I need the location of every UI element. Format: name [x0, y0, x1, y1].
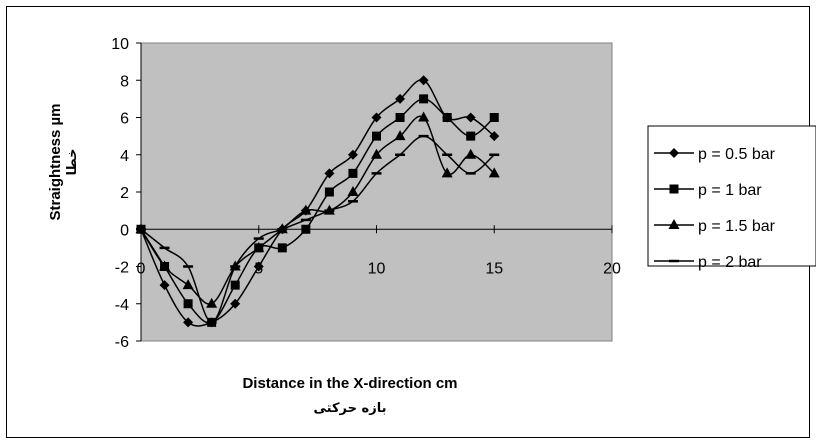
y-tick-label: -4 [115, 297, 129, 314]
data-point [347, 186, 359, 196]
y-tick-label: 6 [120, 111, 129, 128]
data-point [488, 167, 500, 178]
series-line [140, 79, 495, 327]
y-tick-label: -2 [115, 260, 129, 277]
y-axis-ticks: -6 -4 -2 0 2 4 6 8 10 [111, 36, 141, 351]
data-point [183, 317, 194, 328]
series-layer [135, 75, 500, 328]
data-point [300, 204, 312, 215]
x-axis-subtitle: بازه حرکتی [314, 401, 387, 416]
data-point [230, 265, 241, 268]
data-point [442, 113, 452, 122]
data-point [206, 297, 218, 308]
legend-label: p = 1.5 bar [698, 218, 776, 235]
legend-label: p = 1 bar [698, 182, 762, 199]
data-point [253, 261, 264, 272]
data-point [465, 148, 477, 159]
series-line [140, 135, 495, 324]
data-point [394, 130, 406, 141]
data-point [395, 153, 406, 156]
y-tick-label: 10 [111, 36, 129, 53]
data-point [418, 134, 429, 138]
data-point [441, 167, 453, 178]
data-point [347, 200, 358, 203]
data-point [159, 260, 171, 271]
data-point [182, 279, 194, 290]
legend-item: p = 2 bar [654, 254, 762, 271]
legend-marker [669, 184, 679, 194]
data-point [348, 168, 358, 178]
data-point [465, 112, 476, 123]
data-point [347, 149, 358, 160]
data-point [253, 237, 264, 240]
y-tick-label: 0 [120, 222, 129, 239]
legend-marker [669, 148, 679, 158]
data-point [489, 131, 500, 142]
data-point [371, 112, 382, 123]
data-point [465, 172, 476, 175]
data-point [253, 241, 265, 252]
data-point [183, 265, 194, 268]
y-axis-subtitle: خطا [65, 149, 80, 176]
legend-marker [668, 219, 680, 229]
data-point [324, 187, 334, 197]
data-point [301, 224, 311, 234]
data-point [277, 243, 287, 253]
legend-marker [669, 259, 679, 263]
data-point [230, 298, 241, 309]
series-4 [136, 134, 500, 324]
legend-label: p = 0.5 bar [698, 146, 776, 163]
data-point [489, 113, 499, 122]
data-point [324, 168, 335, 179]
y-tick-label: 8 [120, 73, 129, 90]
legend-item: p = 0.5 bar [654, 146, 776, 163]
data-point [418, 75, 429, 86]
data-point [159, 280, 170, 291]
legend-item: p = 1 bar [654, 182, 762, 199]
x-tick-label: 10 [368, 260, 386, 277]
data-point [230, 280, 240, 290]
data-point [136, 228, 146, 231]
data-point [371, 172, 382, 175]
data-point [442, 153, 453, 156]
data-point [395, 93, 406, 104]
data-point [206, 321, 217, 324]
x-tick-label: 15 [485, 260, 503, 277]
data-point [324, 209, 335, 212]
data-point [419, 94, 429, 104]
data-point [466, 131, 476, 141]
data-point [159, 246, 170, 250]
legend-item: p = 1.5 bar [654, 218, 776, 235]
data-point [418, 111, 430, 122]
data-point [372, 131, 381, 141]
y-tick-label: 2 [120, 185, 129, 202]
data-point [489, 153, 500, 156]
plot-area [140, 42, 613, 342]
data-point [300, 218, 311, 222]
y-tick-label: 4 [120, 148, 129, 165]
y-axis-title: Straightness µm [47, 103, 64, 220]
data-point [395, 113, 405, 122]
legend-box [647, 125, 816, 267]
data-point [183, 299, 193, 309]
data-point [371, 148, 382, 159]
data-point [277, 228, 288, 231]
x-tick-label: 20 [603, 260, 621, 277]
y-tick-label: -6 [115, 334, 129, 351]
legend: p = 0.5 bar p = 1 bar p = 1.5 bar p = 2 bar [647, 125, 816, 271]
x-axis-title: Distance in the X-direction cm [242, 375, 457, 392]
legend-label: p = 2 bar [698, 254, 762, 271]
